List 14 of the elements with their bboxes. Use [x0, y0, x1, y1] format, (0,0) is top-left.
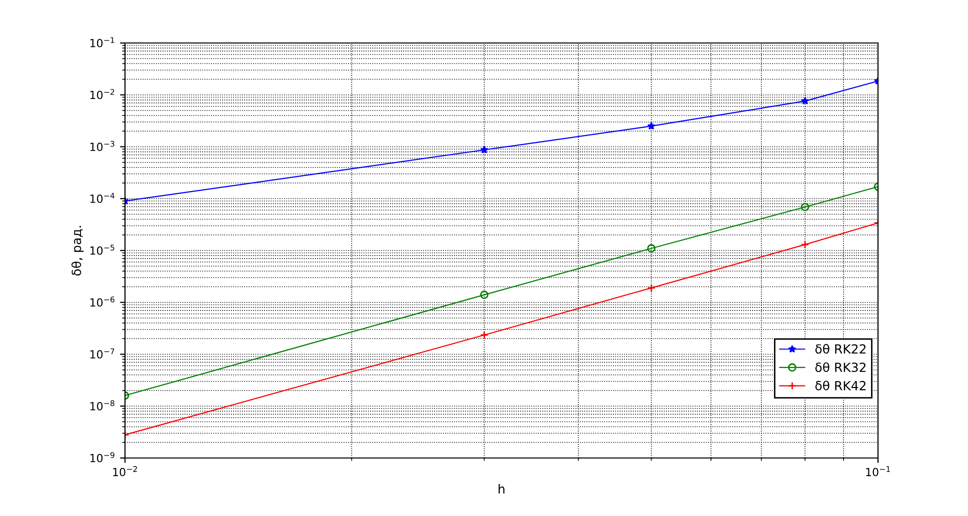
x-axis-title: h	[498, 484, 504, 494]
y-tick-label: 10$^{−8}$	[90, 400, 114, 410]
y-tick-label: 10$^{−5}$	[90, 244, 114, 255]
y-tick-label: 10$^{−2}$	[90, 88, 114, 100]
y-tick-label: 10$^{−6}$	[90, 296, 114, 307]
legend-label: δθ RK42	[815, 380, 866, 390]
y-tick-label: 10$^{−7}$	[90, 348, 114, 359]
y-tick-label: 10$^{−4}$	[90, 192, 114, 203]
y-axis-title: δθ, рад.	[71, 226, 84, 276]
y-tick-label: 10$^{−1}$	[90, 37, 114, 48]
legend-label: δθ RK32	[815, 362, 866, 372]
y-tick-label: 10$^{−3}$	[90, 140, 114, 152]
y-tick-label: 10$^{−9}$	[90, 452, 114, 462]
legend-label: δθ RK22	[815, 344, 866, 354]
